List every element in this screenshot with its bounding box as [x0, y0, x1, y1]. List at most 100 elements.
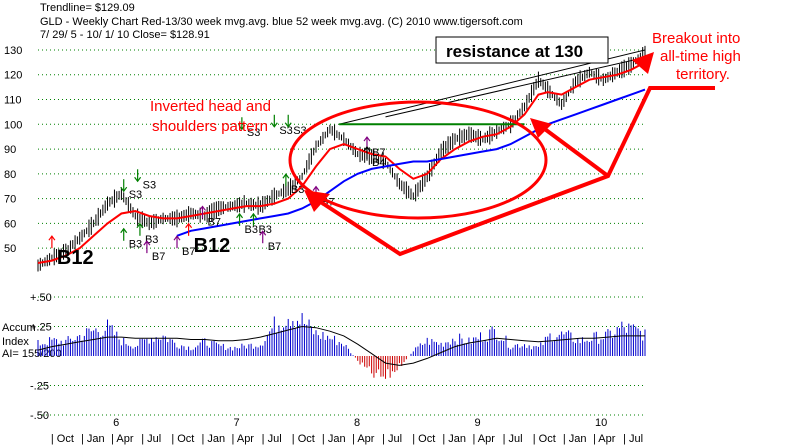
- signal-b3: B3: [236, 212, 258, 236]
- signal-label: B3: [129, 239, 142, 251]
- accum-ma-line: [37, 325, 645, 366]
- signal-arrowhead: [199, 205, 206, 211]
- price-tick-label: 50: [4, 243, 16, 255]
- x-month-label: | Jul: [503, 433, 523, 445]
- x-month-label: | Oct: [292, 433, 315, 445]
- accum-tick-label: -.25: [30, 381, 49, 393]
- accum-label-2: Index: [2, 336, 29, 348]
- accum-bars: [37, 313, 646, 379]
- arrowhead-mid: [530, 118, 552, 138]
- resistance-callout-box: [435, 36, 609, 64]
- x-month-label: | Apr: [111, 433, 134, 445]
- x-month-label: | Jan: [563, 433, 587, 445]
- x-axis: | Oct | Jan | Apr | Jul | Oct | Jan | Apr | Jul…: [51, 417, 643, 445]
- signal-arrowhead: [236, 212, 244, 219]
- x-year-label: 7: [234, 417, 240, 429]
- signal-label: B7: [152, 251, 165, 263]
- x-year-label: 9: [475, 417, 481, 429]
- price-tick-label: 80: [4, 169, 16, 181]
- accum-label-3: AI= 155/200: [2, 348, 62, 360]
- x-month-label: | Jan: [322, 433, 346, 445]
- chart-title: GLD - Weekly Chart Red-13/30 week mvg.av…: [40, 16, 523, 28]
- signal-arrowhead: [249, 212, 257, 219]
- signal-s3: S3: [120, 179, 142, 201]
- accum-tick-label: +.50: [30, 292, 52, 304]
- signal-label: S3: [129, 189, 142, 201]
- breakout-note-3: territory.: [676, 66, 730, 83]
- accum-label-1: Accum: [2, 322, 36, 334]
- accum-tick-label: -.50: [30, 410, 49, 422]
- x-year-label: 8: [354, 417, 360, 429]
- signal-arrowhead: [48, 235, 56, 241]
- signal-b7: B7: [173, 235, 195, 258]
- signal-arrowhead: [363, 136, 371, 142]
- price-bars: [37, 45, 646, 272]
- signal-arrowhead: [284, 122, 292, 128]
- signal-label: B12: [194, 235, 231, 257]
- price-tick-label: 110: [4, 95, 22, 107]
- signal-arrowhead: [120, 186, 128, 193]
- price-tick-label: 70: [4, 194, 16, 206]
- signal-label: B7: [372, 147, 385, 159]
- signal-s3: S3: [238, 117, 260, 139]
- x-month-label: | Oct: [533, 433, 556, 445]
- signal-arrowhead: [282, 173, 290, 179]
- date-range-close: 7/ 29/ 5 - 10/ 1/ 10 Close= $128.91: [40, 29, 210, 41]
- price-tick-label: 90: [4, 144, 16, 156]
- signal-label: B7: [207, 216, 220, 228]
- signal-arrowhead: [136, 222, 144, 229]
- price-gridlines: [38, 49, 645, 249]
- signal-arrowhead: [143, 240, 151, 246]
- signal-arrowhead: [270, 122, 278, 128]
- arrowhead-top: [632, 52, 654, 74]
- x-month-label: | Jul: [623, 433, 643, 445]
- signal-label: S3: [247, 127, 260, 139]
- x-month-label: | Apr: [232, 433, 255, 445]
- signal-arrowhead: [185, 222, 193, 229]
- arrowhead-left: [304, 190, 330, 212]
- pattern-note-1: Inverted head and: [150, 98, 271, 115]
- price-axis: 50 60 70 80 90 100 110 120 130: [4, 45, 22, 255]
- x-month-label: | Apr: [473, 433, 496, 445]
- signal-label: S3: [279, 125, 292, 137]
- accum-tick-label: +.25: [30, 322, 52, 334]
- pattern-note-2: shoulders pattern: [152, 118, 268, 135]
- signal-arrowhead: [259, 230, 267, 236]
- signal-label: B4: [372, 157, 385, 169]
- signal-b7: B7: [199, 205, 221, 228]
- signal-b7: B7: [259, 230, 281, 253]
- price-tick-label: 100: [4, 119, 22, 131]
- signal-arrowhead: [120, 227, 128, 234]
- signal-label: B3: [291, 184, 304, 196]
- x-month-label: | Oct: [412, 433, 435, 445]
- x-month-label: | Jul: [141, 433, 161, 445]
- signal-b3: B3: [120, 227, 142, 251]
- signal-label: B7: [182, 246, 195, 258]
- x-month-label: | Apr: [593, 433, 616, 445]
- signal-arrowhead: [312, 185, 320, 191]
- signal-b3: B3: [282, 173, 304, 196]
- signal-arrowhead: [363, 145, 371, 152]
- signal-label: S3: [143, 179, 156, 191]
- x-month-label: | Jan: [81, 433, 105, 445]
- signal-label: B12: [57, 247, 94, 269]
- price-tick-label: 60: [4, 218, 16, 230]
- red-arrow-path: [308, 86, 715, 257]
- price-tick-label: 130: [4, 45, 22, 57]
- signal-b12: B12: [185, 222, 231, 257]
- x-month-label: | Jan: [201, 433, 225, 445]
- red-13-30-week-ma: [37, 61, 646, 264]
- red-arrow-branch: [536, 122, 610, 178]
- breakout-note-2: all-time high: [660, 48, 741, 65]
- trendline-readout: Trendline= $129.09: [40, 2, 135, 14]
- pattern-ellipse: [288, 100, 548, 220]
- resistance-callout: resistance at 130: [446, 42, 583, 61]
- x-year-label: 10: [595, 417, 607, 429]
- x-month-label: | Oct: [51, 433, 74, 445]
- signal-arrowhead: [238, 124, 246, 131]
- lower-trendline: [385, 56, 646, 118]
- signal-s3: S3: [134, 169, 156, 191]
- x-month-label: | Jul: [382, 433, 402, 445]
